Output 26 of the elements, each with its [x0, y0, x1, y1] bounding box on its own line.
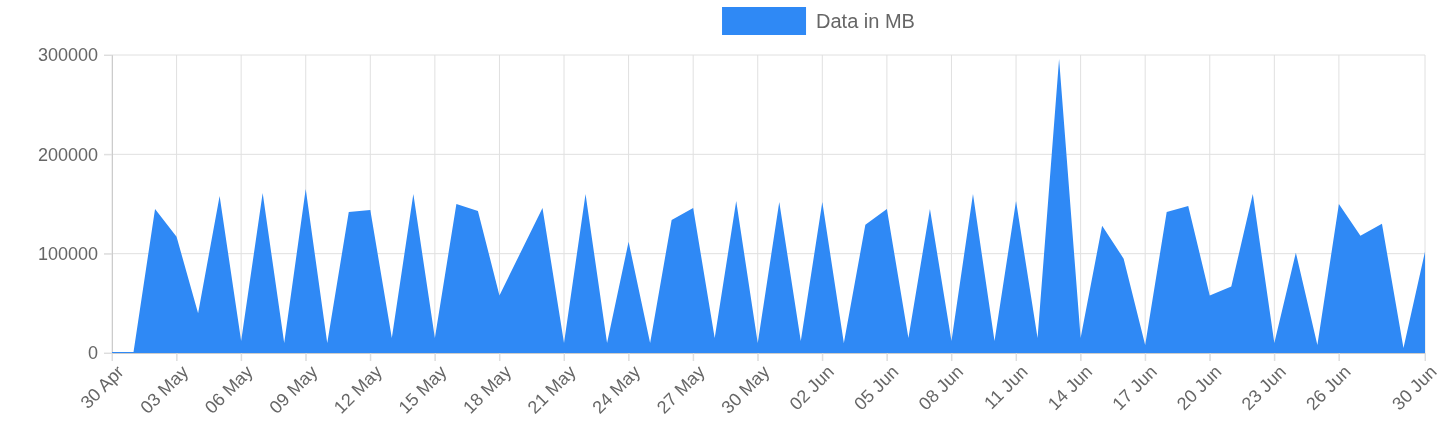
x-tick-label: 30 Apr: [76, 361, 128, 413]
y-tick-label: 300000: [37, 45, 98, 66]
x-tick-label: 30 Jun: [1388, 361, 1441, 414]
x-tick-label: 02 Jun: [785, 361, 838, 414]
x-tick-label: 06 May: [200, 361, 257, 418]
x-tick-label: 09 May: [265, 361, 322, 418]
x-tick-label: 26 Jun: [1302, 361, 1355, 414]
x-tick-label: 12 May: [330, 361, 386, 418]
x-tick-label: 24 May: [588, 361, 645, 418]
x-tick-label: 05 Jun: [850, 361, 903, 414]
x-tick-label: 27 May: [652, 361, 709, 418]
x-tick-label: 17 Jun: [1108, 361, 1161, 414]
x-tick-label: 21 May: [523, 361, 580, 418]
x-tick-label: 08 Jun: [914, 361, 968, 414]
x-tick-label: 30 May: [717, 361, 774, 418]
x-tick-label: 20 Jun: [1173, 361, 1226, 414]
x-tick-label: 14 Jun: [1043, 361, 1097, 414]
legend-label: Data in MB: [816, 10, 915, 32]
x-tick-label: 11 Jun: [980, 361, 1032, 414]
x-tick-label: 15 May: [394, 361, 451, 418]
y-tick-label: 200000: [37, 144, 98, 165]
x-tick-label: 03 May: [136, 361, 193, 418]
x-tick-label: 18 May: [459, 361, 516, 418]
x-tick-label: 23 Jun: [1237, 361, 1290, 414]
y-tick-label: 100000: [37, 243, 98, 264]
y-tick-label: 0: [87, 343, 98, 364]
